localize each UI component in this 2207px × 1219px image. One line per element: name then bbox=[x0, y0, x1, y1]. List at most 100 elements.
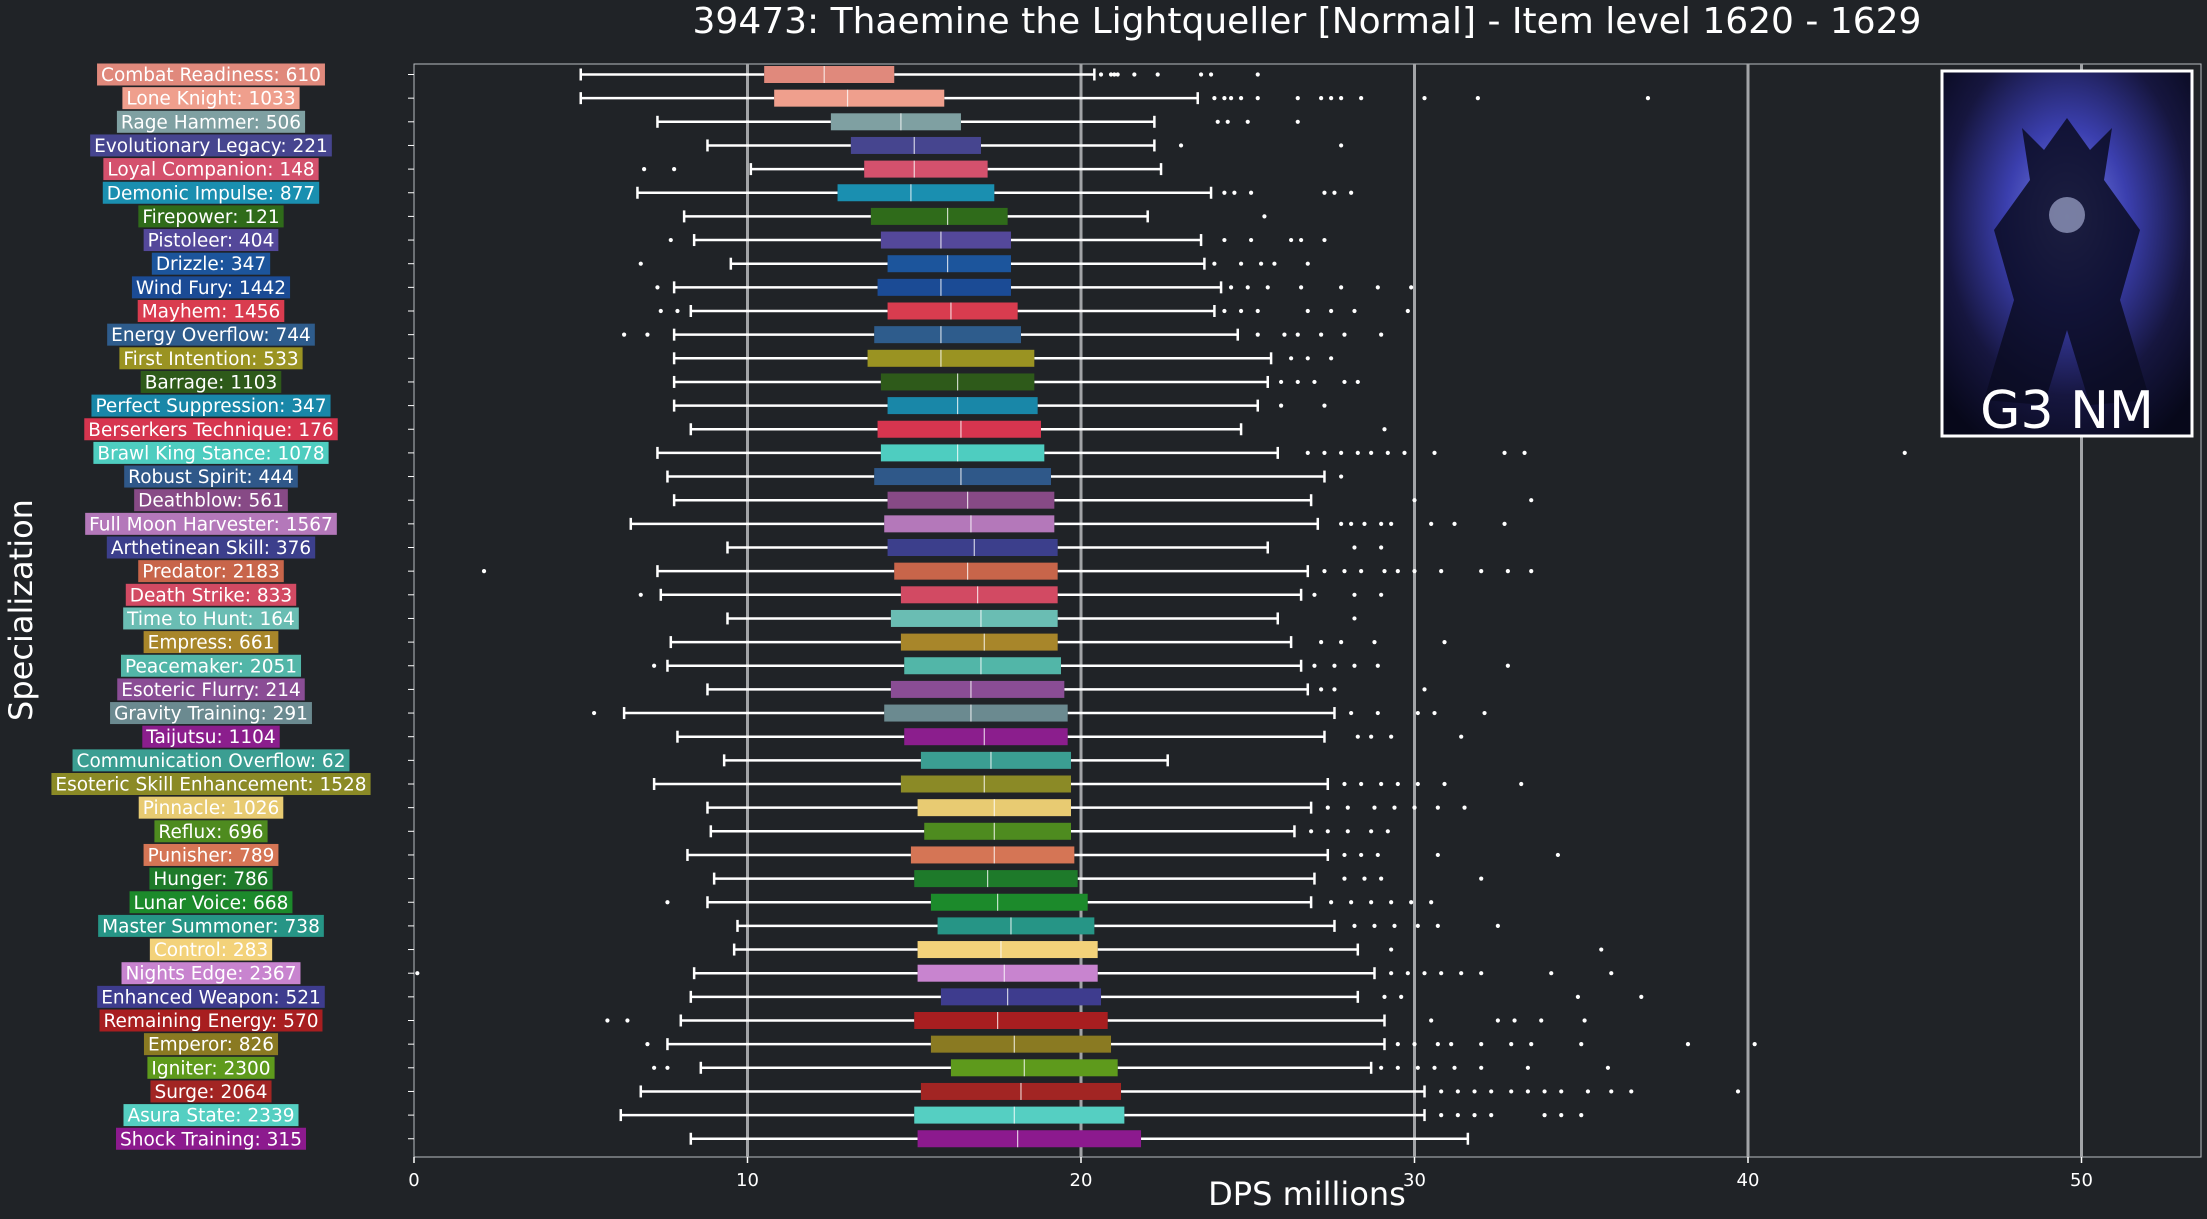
outlier-point bbox=[1605, 1065, 1611, 1070]
category-label-bg bbox=[147, 1056, 275, 1079]
iqr-box bbox=[914, 1012, 1108, 1029]
outlier-point bbox=[1479, 1042, 1484, 1047]
outlier-point bbox=[1579, 1042, 1584, 1047]
outlier-point bbox=[1375, 285, 1380, 290]
outlier-point bbox=[1452, 1065, 1457, 1070]
outlier-point bbox=[1322, 403, 1327, 408]
category-label-bg bbox=[123, 607, 299, 630]
outlier-point bbox=[1479, 971, 1484, 976]
outlier-point bbox=[1342, 876, 1347, 881]
outlier-point bbox=[1435, 1042, 1440, 1047]
outlier-point bbox=[1459, 971, 1464, 976]
outlier-point bbox=[1115, 72, 1120, 77]
category-label: Loyal Companion: 148 bbox=[103, 158, 319, 181]
outlier-point bbox=[1155, 72, 1160, 77]
category-label-text: Master Summoner: 738 bbox=[102, 916, 320, 937]
iqr-box bbox=[830, 113, 961, 131]
outlier-point bbox=[1222, 308, 1227, 314]
outlier-point bbox=[1542, 1089, 1547, 1094]
category-label-bg bbox=[119, 347, 303, 370]
outlier-point bbox=[1735, 1089, 1741, 1094]
outlier-point bbox=[1752, 1042, 1757, 1047]
outlier-point bbox=[1379, 592, 1384, 597]
outlier-point bbox=[645, 1042, 650, 1047]
category-label-bg bbox=[91, 394, 331, 417]
outlier-point bbox=[655, 285, 660, 290]
outlier-point bbox=[1432, 1065, 1437, 1070]
category-label-text: Barrage: 1103 bbox=[145, 372, 278, 393]
outlier-point bbox=[1322, 450, 1327, 455]
iqr-box bbox=[894, 562, 1058, 580]
outlier-point bbox=[1522, 450, 1527, 455]
outlier-point bbox=[1375, 710, 1380, 716]
outlier-point bbox=[1472, 1089, 1477, 1094]
outlier-point bbox=[1429, 521, 1434, 526]
category-label-bg bbox=[151, 252, 271, 275]
category-label-text: Peacemaker: 2051 bbox=[125, 656, 297, 677]
outlier-point bbox=[1369, 734, 1374, 739]
outlier-point bbox=[1435, 923, 1440, 929]
category-label-text: Esoteric Skill Enhancement: 1528 bbox=[55, 775, 366, 796]
outlier-point bbox=[1435, 852, 1440, 858]
category-label-text: Berserkers Technique: 176 bbox=[88, 420, 333, 441]
category-label: Peacemaker: 2051 bbox=[120, 654, 302, 677]
outlier-point bbox=[1345, 805, 1350, 810]
outlier-point bbox=[1599, 947, 1604, 952]
outlier-point bbox=[652, 663, 657, 668]
outlier-point bbox=[1372, 805, 1377, 810]
outlier-point bbox=[1525, 1089, 1530, 1094]
outlier-point bbox=[591, 710, 597, 716]
x-axis-label: DPS millions bbox=[1208, 1175, 1406, 1213]
outlier-point bbox=[1509, 1042, 1514, 1047]
outlier-point bbox=[1609, 1089, 1614, 1094]
outlier-point bbox=[1489, 1089, 1494, 1094]
boss-silhouette bbox=[1984, 118, 2150, 405]
outlier-point bbox=[1362, 521, 1367, 526]
outlier-point bbox=[1452, 521, 1457, 526]
iqr-box bbox=[914, 1106, 1125, 1124]
x-tick-label: 0 bbox=[408, 1170, 419, 1191]
outlier-point bbox=[1305, 450, 1310, 455]
category-label-text: Emperor: 826 bbox=[148, 1035, 274, 1056]
category-label-bg bbox=[143, 229, 279, 252]
outlier-point bbox=[1339, 285, 1344, 290]
iqr-box bbox=[877, 420, 1041, 438]
outlier-point bbox=[1539, 1018, 1544, 1023]
outlier-point bbox=[1429, 900, 1434, 905]
iqr-box bbox=[904, 657, 1061, 675]
category-label-text: Combat Readiness: 610 bbox=[101, 65, 321, 86]
outlier-point bbox=[1559, 1089, 1564, 1094]
iqr-box bbox=[850, 136, 981, 154]
category-label-text: Demonic Impulse: 877 bbox=[107, 183, 315, 204]
category-label: Master Summoner: 738 bbox=[98, 914, 324, 937]
outlier-point bbox=[1412, 498, 1417, 503]
outlier-point bbox=[1339, 521, 1344, 526]
outlier-point bbox=[1412, 569, 1417, 574]
iqr-box bbox=[884, 515, 1055, 533]
category-labels: Combat Readiness: 610 Lone Knight: 1033Ra… bbox=[51, 63, 414, 1150]
outlier-point bbox=[1245, 285, 1250, 290]
outlier-point bbox=[1455, 1089, 1460, 1094]
category-label-text: Drizzle: 347 bbox=[156, 254, 266, 275]
outlier-point bbox=[1349, 900, 1354, 905]
category-label-bg bbox=[124, 465, 298, 488]
category-label-text: Gravity Training: 291 bbox=[114, 704, 308, 725]
outlier-point bbox=[1475, 96, 1480, 101]
outlier-point bbox=[1279, 403, 1284, 408]
category-label-bg bbox=[149, 938, 273, 961]
outlier-point bbox=[1355, 734, 1360, 739]
category-label-bg bbox=[142, 725, 280, 748]
outlier-point bbox=[1319, 332, 1324, 337]
outlier-point bbox=[1272, 261, 1277, 266]
category-label-bg bbox=[72, 749, 350, 772]
outlier-point bbox=[1432, 710, 1437, 716]
iqr-box bbox=[920, 751, 1071, 769]
outlier-point bbox=[1208, 72, 1214, 77]
outlier-point bbox=[1255, 308, 1260, 314]
category-label-text: Perfect Suppression: 347 bbox=[95, 396, 326, 417]
category-label: Enhanced Weapon: 521 bbox=[97, 985, 325, 1008]
x-tick-label: 50 bbox=[2070, 1170, 2093, 1191]
category-label-bg bbox=[143, 1033, 279, 1056]
category-label-text: Taijutsu: 1104 bbox=[145, 727, 275, 748]
outlier-point bbox=[1282, 332, 1287, 337]
